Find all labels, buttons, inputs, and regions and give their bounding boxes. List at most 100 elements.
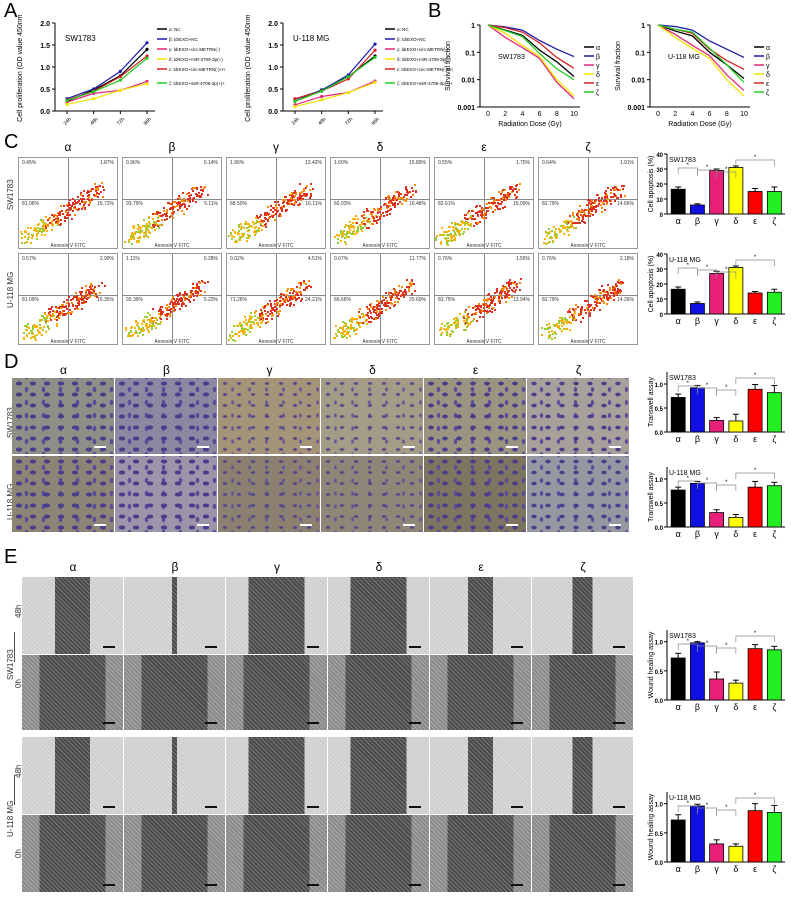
micrograph-image bbox=[527, 456, 629, 532]
flow-plot: 0.02% 4.51% 71.26% 24.21% Annexin V FITC bbox=[226, 253, 326, 345]
row-bracket-sw bbox=[14, 632, 15, 662]
column-header-3: δ bbox=[343, 363, 403, 377]
micrograph-image bbox=[22, 577, 123, 654]
scale-bar bbox=[103, 646, 115, 648]
svg-text:20: 20 bbox=[656, 183, 663, 189]
micrograph-image bbox=[321, 378, 423, 454]
svg-text:ζ: ζ bbox=[772, 434, 776, 444]
scale-bar bbox=[197, 524, 209, 526]
scale-bar bbox=[506, 446, 518, 448]
micrograph-image bbox=[124, 655, 225, 730]
svg-text:0.001: 0.001 bbox=[627, 105, 645, 112]
svg-text:8: 8 bbox=[725, 111, 729, 118]
svg-text:Wound healing assay: Wound healing assay bbox=[648, 793, 655, 860]
micrograph-image bbox=[12, 456, 114, 532]
svg-text:SW1783: SW1783 bbox=[669, 375, 696, 382]
scale-bar bbox=[609, 524, 621, 526]
svg-text:SW1783: SW1783 bbox=[498, 54, 525, 61]
svg-text:0.0: 0.0 bbox=[655, 699, 664, 705]
svg-text:0.5: 0.5 bbox=[655, 502, 664, 508]
svg-text:Cell apoptosis (%): Cell apoptosis (%) bbox=[648, 256, 655, 313]
micrograph-image bbox=[124, 737, 225, 814]
svg-text:2: 2 bbox=[673, 111, 677, 118]
svg-text:40: 40 bbox=[656, 153, 663, 159]
scale-bar bbox=[409, 646, 421, 648]
svg-text:Wound healing assay: Wound healing assay bbox=[648, 631, 655, 698]
svg-text:6: 6 bbox=[708, 111, 712, 118]
svg-text:δ: δ bbox=[733, 316, 738, 326]
micrograph-image bbox=[321, 456, 423, 532]
svg-text:0.5: 0.5 bbox=[655, 832, 664, 838]
scale-bar bbox=[103, 884, 115, 886]
svg-text:Survival fraction: Survival fraction bbox=[615, 41, 622, 91]
svg-text:4: 4 bbox=[690, 111, 694, 118]
svg-text:γ: γ bbox=[714, 316, 719, 326]
svg-text:1.0: 1.0 bbox=[655, 803, 664, 809]
svg-text:0.5: 0.5 bbox=[268, 87, 278, 94]
micrograph-image bbox=[218, 456, 320, 532]
svg-text:SW1783: SW1783 bbox=[669, 157, 696, 164]
micrograph-image bbox=[532, 655, 633, 730]
micrograph-image bbox=[328, 655, 429, 730]
micrograph-image bbox=[22, 737, 123, 814]
column-header-5: ζ bbox=[558, 140, 618, 154]
svg-text:1: 1 bbox=[471, 23, 475, 30]
svg-text:β: β bbox=[695, 316, 700, 326]
flow-plot: 1.60% 15.89% 66.03% 16.48% Annexin V FITC bbox=[330, 157, 430, 249]
svg-text:α: NC: α: NC bbox=[397, 27, 409, 32]
micrograph-image bbox=[226, 815, 327, 892]
svg-text:0.01: 0.01 bbox=[631, 78, 645, 85]
svg-text:β: β bbox=[695, 702, 700, 712]
svg-text:γ: γ bbox=[714, 434, 719, 444]
survival-chart-sw1783: 0.0010.010.110 2 4 6 8 10Radiation Dose (Gy)S… bbox=[440, 15, 610, 135]
svg-text:ε: ε bbox=[753, 316, 757, 326]
svg-text:30: 30 bbox=[656, 168, 663, 174]
scale-bar bbox=[511, 806, 523, 808]
scale-bar bbox=[94, 446, 106, 448]
svg-text:γ: γ bbox=[596, 63, 600, 70]
svg-text:96h: 96h bbox=[143, 116, 153, 126]
column-header-4: ε bbox=[446, 363, 506, 377]
micrograph-image bbox=[226, 577, 327, 654]
svg-text:Survival fraction: Survival fraction bbox=[445, 41, 452, 91]
svg-text:ε: ldrEXO+circ-METRN(-)+miR-47: ε: ldrEXO+circ-METRN(-)+miR-4709-3p(-) bbox=[169, 67, 225, 72]
micrograph-image bbox=[430, 577, 531, 654]
svg-text:48h: 48h bbox=[317, 116, 327, 126]
svg-text:6: 6 bbox=[538, 111, 542, 118]
svg-text:0.1: 0.1 bbox=[465, 50, 475, 57]
column-header-3: δ bbox=[350, 140, 410, 154]
column-header-1: β bbox=[145, 560, 205, 574]
svg-text:β: β bbox=[695, 529, 700, 539]
svg-text:β: ldrEXO+NC: β: ldrEXO+NC bbox=[169, 37, 198, 42]
scale-bar bbox=[307, 646, 319, 648]
transwell-bar-sw1783: 0.00.51.0Transwell assay SW1783α β γ δ ε ζ* * ** bbox=[645, 360, 791, 455]
svg-text:72h: 72h bbox=[116, 116, 126, 126]
micrograph-image bbox=[226, 655, 327, 730]
column-header-0: α bbox=[43, 560, 103, 574]
svg-text:U-118 MG: U-118 MG bbox=[669, 257, 701, 264]
micrograph-image bbox=[328, 815, 429, 892]
svg-text:4: 4 bbox=[520, 111, 524, 118]
svg-text:0.0: 0.0 bbox=[655, 431, 664, 437]
flow-plot: 0.57% 2.99% 81.09% 15.35% Annexin V FITC bbox=[18, 253, 118, 345]
scale-bar bbox=[103, 806, 115, 808]
svg-text:ε: ε bbox=[753, 216, 757, 226]
column-header-1: β bbox=[142, 140, 202, 154]
row-label-u118mg-e: U-118 MG bbox=[6, 801, 15, 837]
column-header-2: γ bbox=[246, 140, 306, 154]
svg-text:0.5: 0.5 bbox=[655, 670, 664, 676]
svg-text:α: α bbox=[676, 529, 681, 539]
svg-text:8: 8 bbox=[555, 111, 559, 118]
scale-bar bbox=[511, 722, 523, 724]
svg-text:β: ldrEXO+NC: β: ldrEXO+NC bbox=[397, 37, 426, 42]
column-header-0: α bbox=[38, 140, 98, 154]
scale-bar bbox=[613, 646, 625, 648]
svg-text:α: α bbox=[676, 434, 681, 444]
svg-text:δ: δ bbox=[733, 529, 738, 539]
scale-bar bbox=[613, 722, 625, 724]
svg-text:Radiation Dose (Gy): Radiation Dose (Gy) bbox=[668, 121, 731, 128]
svg-text:0: 0 bbox=[656, 111, 660, 118]
svg-text:0.5: 0.5 bbox=[40, 87, 50, 94]
svg-text:30: 30 bbox=[656, 268, 663, 274]
scale-bar bbox=[103, 722, 115, 724]
